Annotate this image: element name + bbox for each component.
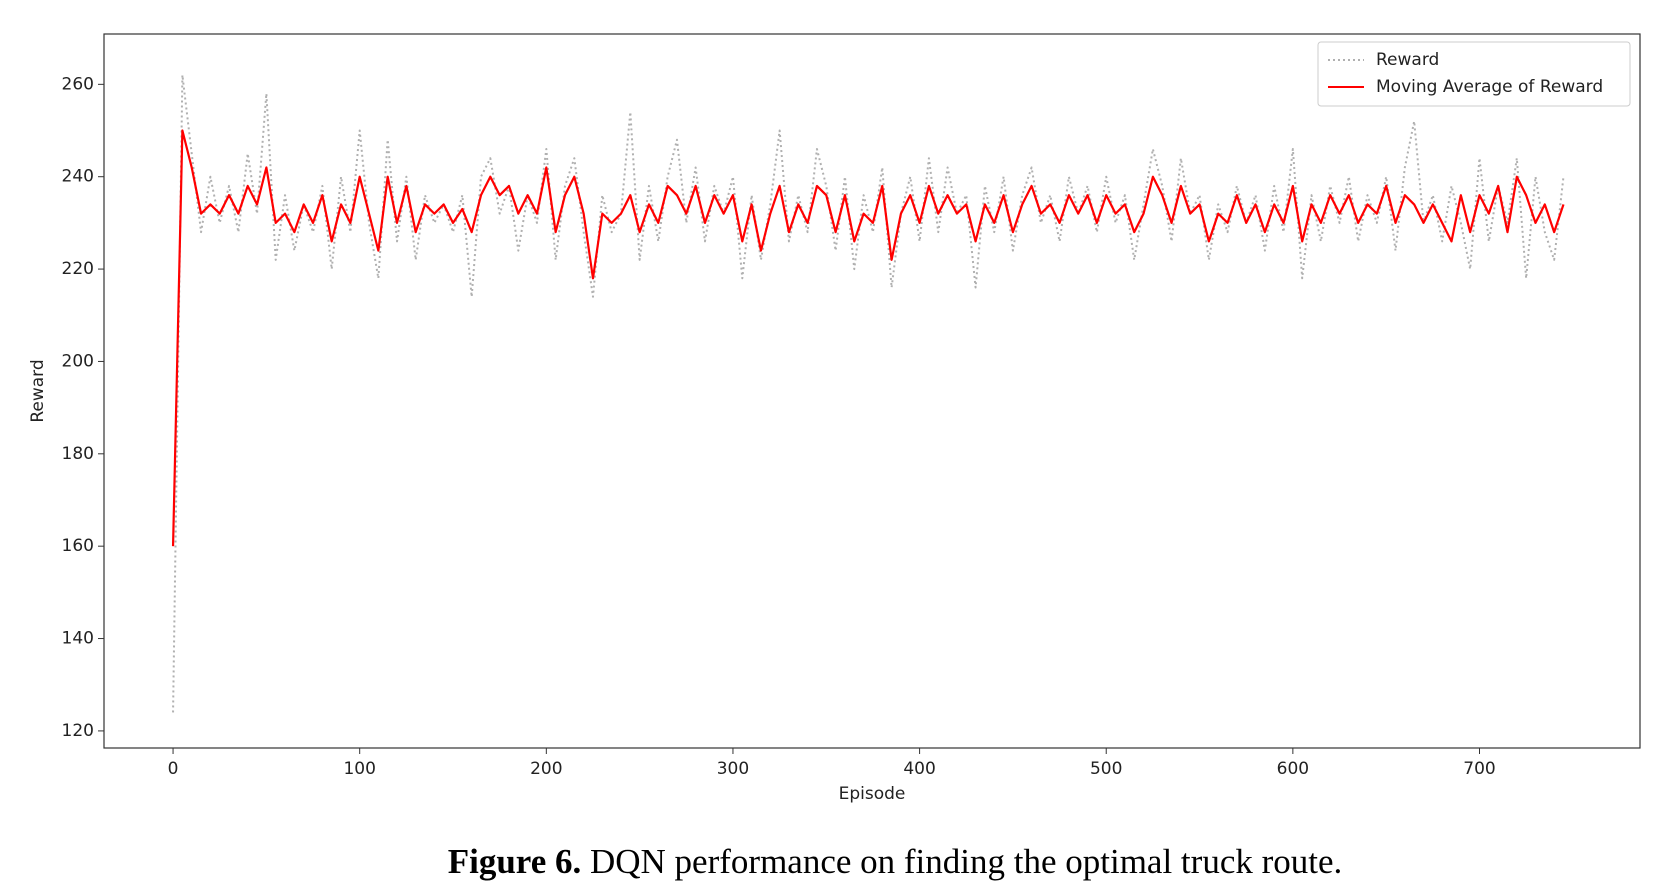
plot-frame	[103, 33, 1641, 749]
legend-label: Reward	[1376, 50, 1439, 70]
x-tick-label: 600	[1277, 759, 1309, 779]
y-tick-label: 180	[62, 444, 94, 464]
caption-text: DQN performance on finding the optimal t…	[590, 842, 1342, 881]
y-tick-label: 160	[62, 536, 94, 556]
x-tick-label: 100	[343, 759, 375, 779]
x-tick-label: 200	[530, 759, 562, 779]
y-axis-label: Reward	[28, 359, 48, 422]
x-tick-label: 300	[717, 759, 749, 779]
x-axis-label: Episode	[839, 784, 906, 804]
y-tick-label: 140	[62, 629, 94, 649]
x-tick-label: 0	[168, 759, 179, 779]
caption: Figure 6. DQN performance on finding the…	[448, 842, 1343, 881]
legend-box	[1317, 41, 1631, 107]
legend-label: Moving Average of Reward	[1376, 77, 1603, 97]
y-tick-label: 240	[62, 167, 94, 187]
series-line	[172, 74, 1565, 713]
y-tick-label: 260	[62, 74, 94, 94]
series-line	[171, 129, 1565, 547]
y-tick-label: 220	[62, 259, 94, 279]
x-tick-label: 500	[1090, 759, 1122, 779]
x-tick-label: 700	[1463, 759, 1495, 779]
y-tick-label: 200	[62, 351, 94, 371]
x-tick-label: 400	[903, 759, 935, 779]
y-tick-label: 120	[62, 721, 94, 741]
caption-label: Figure 6.	[448, 842, 582, 881]
